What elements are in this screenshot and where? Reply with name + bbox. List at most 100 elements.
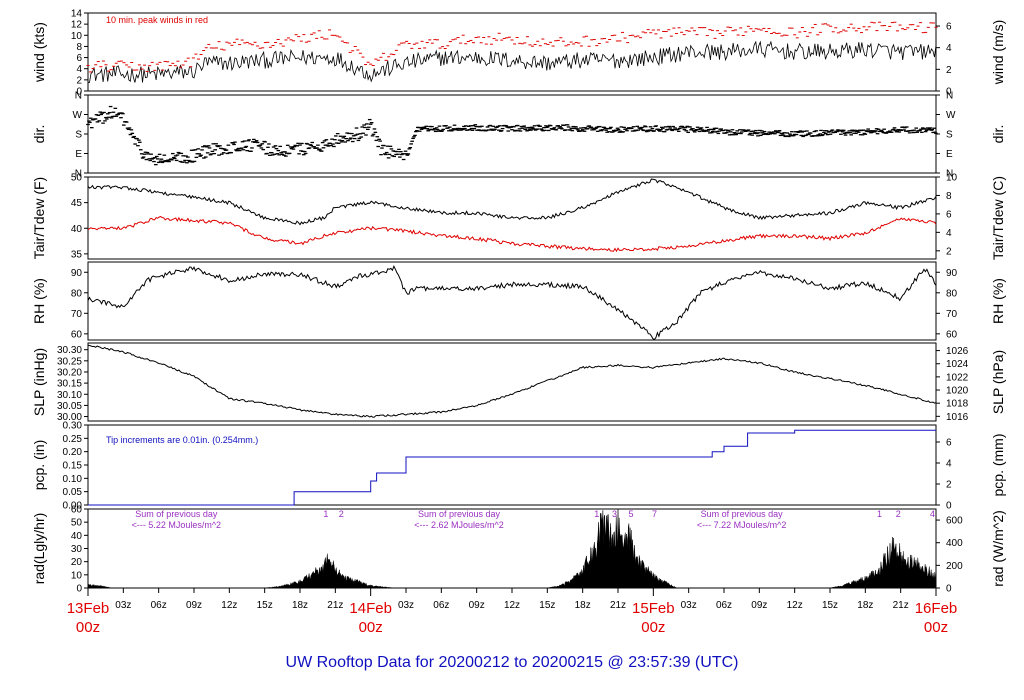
left-tick-label: 0.00 [63, 501, 83, 512]
hour-tick-label: 09z [469, 600, 485, 611]
radiation-marker: 7 [652, 509, 657, 519]
left-tick-label: 0.25 [63, 434, 83, 445]
left-tick-label: N [75, 91, 82, 102]
left-tick-label: 2 [76, 75, 82, 86]
left-tick-label: 0.20 [63, 447, 83, 458]
left-tick-label: 12 [71, 20, 83, 31]
time-axis: 03z 06z 09z 12z 15z 18z 21z 03z 06z 09z 12z 15z 18z 2… [67, 587, 957, 636]
hour-tick-label: 12z [504, 600, 520, 611]
right-tick-label: 6 [946, 438, 952, 449]
radiation-marker: 5 [628, 509, 633, 519]
right-tick-label: W [946, 110, 956, 121]
hour-tick-label: 03z [398, 600, 414, 611]
hour-tick-label: 21z [327, 600, 343, 611]
radiation-marker: 2 [339, 509, 344, 519]
day-label-time: 00z [359, 619, 383, 636]
left-tick-label: 40 [71, 224, 83, 235]
left-tick-label: 30.05 [57, 401, 82, 412]
right-tick-label: 1024 [946, 359, 969, 370]
radiation-marker: 3 [612, 509, 617, 519]
right-tick-label: 6 [946, 209, 952, 220]
panel-frame [87, 12, 937, 92]
left-tick-label: 30 [71, 544, 83, 555]
right-tick-label: N [946, 91, 953, 102]
right-axis-label: RH (%) [990, 278, 1006, 324]
left-tick-label: 80 [71, 288, 83, 299]
slp-series-line-0 [87, 344, 937, 418]
left-axis-label: Tair/Tdew (F) [31, 177, 47, 259]
right-tick-label: 0 [946, 87, 952, 98]
right-tick-label: N [946, 169, 953, 180]
right-tick-label: 2 [946, 246, 952, 257]
day-label-time: 00z [76, 619, 100, 636]
day-label-date: 15Feb [632, 600, 675, 617]
right-tick-label: 8 [946, 191, 952, 202]
left-tick-label: 70 [71, 309, 83, 320]
left-tick-label: N [75, 169, 82, 180]
left-axis-label: pcp. (in) [31, 440, 47, 491]
left-tick-label: 30.10 [57, 390, 82, 401]
left-tick-label: 60 [71, 505, 83, 516]
day-label-time: 00z [641, 619, 665, 636]
left-axis-label: wind (kts) [31, 22, 47, 83]
panel-rh: 60 70 80 90 60 70 80 90 RH (%) RH (%) [31, 261, 1006, 341]
panel-temp: 35 40 45 50 2 4 6 8 10 Tair/Tdew (F) Tair/Tdew (C) [31, 173, 1006, 261]
right-tick-label: E [946, 149, 953, 160]
hour-tick-label: 18z [292, 600, 308, 611]
left-tick-label: 60 [71, 329, 83, 340]
day-label-date: 14Feb [349, 600, 392, 617]
right-axis-label: wind (m/s) [990, 20, 1006, 86]
left-axis-label: RH (%) [31, 278, 47, 324]
right-tick-label: 6 [946, 22, 952, 33]
right-tick-label: 1020 [946, 386, 969, 397]
hour-tick-label: 12z [787, 600, 803, 611]
right-tick-label: 200 [946, 561, 963, 572]
right-axis-label: SLP (hPa) [990, 350, 1006, 414]
left-tick-label: 4 [76, 64, 82, 75]
right-tick-label: 1022 [946, 372, 969, 383]
wind-annotation: 10 min. peak winds in red [106, 15, 208, 25]
hour-tick-label: 15z [257, 600, 273, 611]
right-axis-label: Tair/Tdew (C) [990, 176, 1006, 260]
left-tick-label: 30.20 [57, 367, 82, 378]
hour-tick-label: 06z [716, 600, 732, 611]
panel-frame [87, 261, 937, 341]
precip-line [88, 429, 936, 506]
wind-speed-line [87, 40, 937, 83]
right-tick-label: 4 [946, 228, 952, 239]
left-tick-label: 30.15 [57, 379, 82, 390]
radiation-marker: 1 [323, 509, 328, 519]
right-axis-label: pcp. (mm) [990, 434, 1006, 497]
hour-tick-label: 09z [751, 600, 767, 611]
left-tick-label: 10 [71, 570, 83, 581]
right-tick-label: 80 [946, 288, 958, 299]
left-axis-label: SLP (inHg) [31, 348, 47, 416]
hour-tick-label: 06z [433, 600, 449, 611]
right-tick-label: 1026 [946, 346, 969, 357]
right-tick-label: 600 [946, 516, 963, 527]
panel-pcp: 0.00 0.05 0.10 0.15 0.20 0.25 0.30 0 2 4 6 pcp. (in… [31, 421, 1006, 512]
radiation-note-value: <--- 5.22 MJoules/m^2 [132, 520, 222, 530]
left-tick-label: 10 [71, 31, 83, 42]
right-axis-label: rad (W/m^2) [990, 510, 1006, 587]
left-axis-label: dir. [31, 125, 47, 144]
day-label-time: 00z [924, 619, 948, 636]
direction-marks [86, 105, 938, 166]
radiation-marker: 4 [930, 509, 935, 519]
right-tick-label: 0 [946, 584, 952, 595]
left-axis-label: rad(Lgly/hr) [31, 513, 47, 585]
hour-tick-label: 18z [575, 600, 591, 611]
left-tick-label: 35 [71, 249, 83, 260]
radiation-note-title: Sum of previous day [418, 509, 501, 519]
hour-tick-label: 09z [186, 600, 202, 611]
hour-tick-label: 03z [115, 600, 131, 611]
right-tick-label: 2 [946, 65, 952, 76]
radiation-marker: 2 [896, 509, 901, 519]
radiation-note-title: Sum of previous day [701, 509, 784, 519]
temp-series-line-0 [87, 178, 937, 226]
